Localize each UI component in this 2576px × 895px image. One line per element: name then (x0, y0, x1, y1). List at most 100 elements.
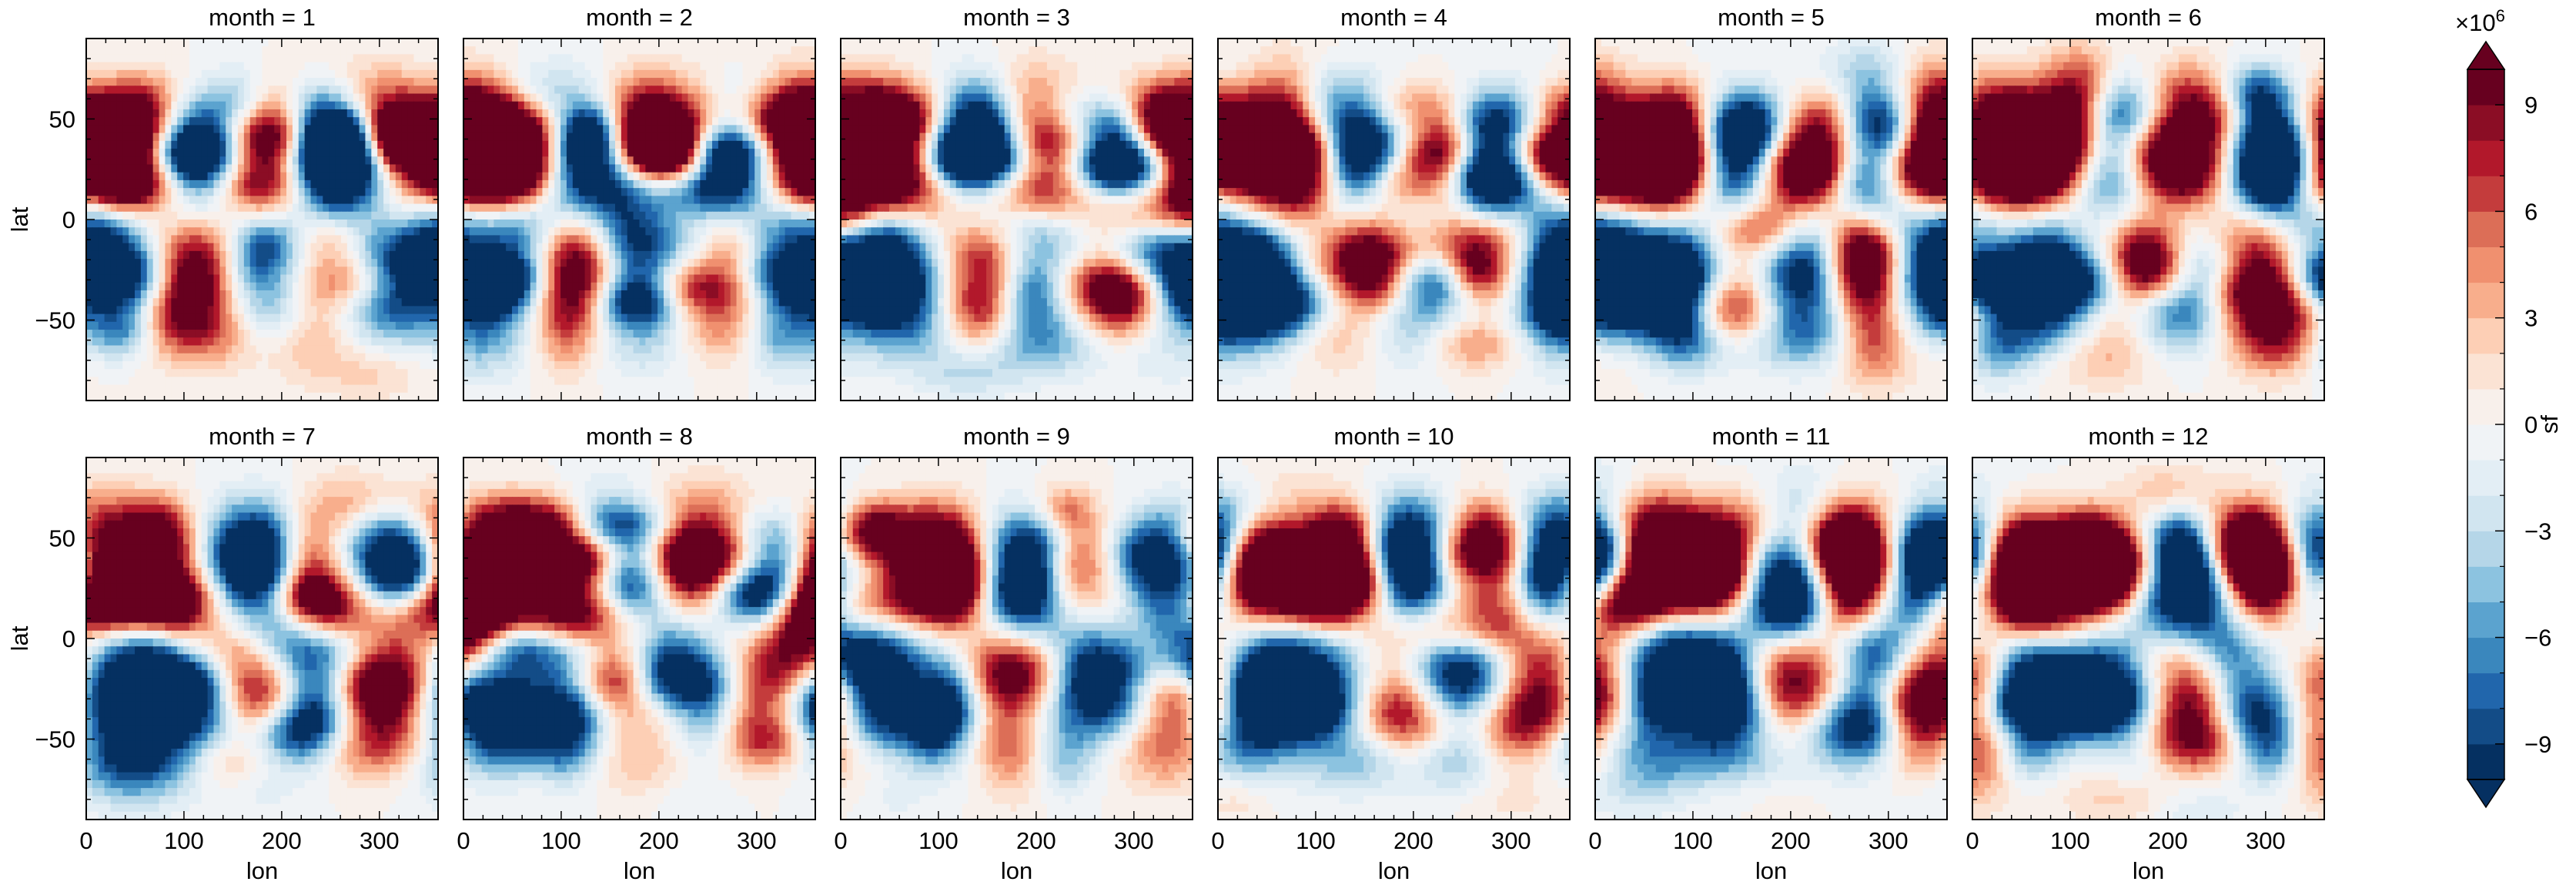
contour-cell (177, 156, 183, 165)
contour-cell (196, 283, 202, 291)
contour-cell (111, 78, 117, 86)
contour-cell (402, 235, 408, 243)
contour-cell (463, 290, 470, 299)
contour-cell (615, 196, 621, 204)
contour-cell (111, 290, 117, 299)
contour-cell (413, 39, 420, 47)
contour-cell (748, 196, 754, 204)
contour-cell (567, 212, 573, 220)
contour-cell (250, 220, 256, 228)
contour-cell (323, 94, 329, 102)
contour-cell (754, 204, 761, 213)
contour-cell (238, 330, 244, 338)
contour-cell (116, 306, 122, 314)
contour-cell (500, 109, 506, 118)
contour-cell (238, 393, 244, 401)
contour-cell (664, 275, 670, 283)
contour-cell (645, 62, 651, 71)
contour-cell (640, 94, 646, 102)
contour-cell (256, 204, 263, 213)
contour-cell (371, 266, 377, 275)
contour-cell (256, 337, 263, 346)
contour-cell (390, 94, 396, 102)
contour-cell (293, 164, 299, 173)
contour-cell (797, 298, 803, 307)
contour-cell (512, 266, 518, 275)
contour-cell (573, 251, 579, 260)
contour-cell (573, 204, 579, 213)
contour-cell (286, 196, 293, 204)
contour-cell (208, 330, 214, 338)
contour-cell (299, 85, 305, 94)
contour-cell (754, 54, 761, 62)
contour-cell (316, 54, 323, 62)
contour-cell (640, 283, 646, 291)
contour-cell (177, 298, 183, 307)
contour-cell (390, 54, 396, 62)
contour-cell (742, 266, 748, 275)
contour-cell (676, 275, 682, 283)
contour-cell (147, 298, 153, 307)
contour-cell (189, 102, 196, 110)
contour-cell (718, 330, 724, 338)
contour-cell (737, 164, 743, 173)
contour-cell (537, 94, 543, 102)
contour-cell (390, 109, 396, 118)
contour-cell (603, 173, 609, 181)
contour-cell (153, 125, 159, 133)
contour-cell (676, 322, 682, 330)
contour-cell (141, 78, 147, 86)
contour-cell (482, 212, 488, 220)
contour-cell (470, 235, 476, 243)
contour-cell (213, 361, 219, 370)
contour-cell (537, 46, 543, 55)
contour-cell (268, 54, 274, 62)
contour-cell (335, 314, 341, 323)
contour-cell (141, 173, 147, 181)
contour-cell (573, 156, 579, 165)
contour-cell (305, 377, 311, 385)
contour-cell (159, 251, 166, 260)
contour-cell (111, 354, 117, 362)
contour-cell (573, 314, 579, 323)
contour-cell (645, 337, 651, 346)
contour-cell (603, 266, 609, 275)
contour-cell (116, 133, 122, 142)
contour-cell (305, 102, 311, 110)
contour-cell (111, 156, 117, 165)
contour-cell (524, 46, 530, 55)
contour-cell (111, 220, 117, 228)
contour-cell (86, 85, 92, 94)
contour-cell (183, 109, 189, 118)
contour-cell (159, 196, 166, 204)
contour-cell (718, 188, 724, 196)
contour-cell (597, 306, 603, 314)
contour-cell (208, 290, 214, 299)
contour-cell (202, 337, 208, 346)
contour-cell (785, 141, 791, 149)
contour-cell (724, 39, 731, 47)
contour-cell (219, 227, 226, 236)
contour-cell (141, 298, 147, 307)
contour-cell (280, 345, 286, 354)
contour-cell (761, 314, 767, 323)
contour-cell (803, 46, 809, 55)
contour-cell (347, 204, 353, 213)
contour-cell (785, 235, 791, 243)
contour-cell (603, 70, 609, 79)
contour-cell (420, 266, 426, 275)
contour-cell (634, 156, 640, 165)
contour-cell (542, 117, 548, 126)
contour-cell (688, 322, 694, 330)
contour-cell (371, 117, 377, 126)
contour-cell (476, 109, 482, 118)
contour-cell (706, 235, 712, 243)
contour-cell (99, 377, 105, 385)
contour-cell (731, 243, 737, 252)
contour-cell (92, 361, 99, 370)
contour-cell (353, 314, 360, 323)
contour-cell (165, 227, 171, 236)
contour-cell (299, 117, 305, 126)
contour-cell (670, 46, 676, 55)
contour-cell (524, 235, 530, 243)
